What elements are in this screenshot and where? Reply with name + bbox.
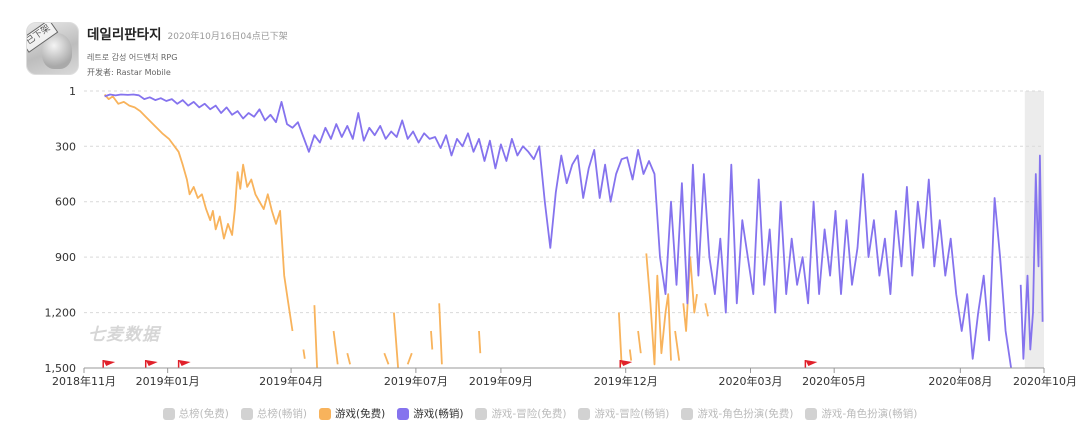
series-line-segment bbox=[104, 93, 1012, 369]
legend-swatch bbox=[397, 407, 410, 420]
chart-grid bbox=[84, 90, 1044, 314]
y-tick-label: 1 bbox=[69, 85, 76, 98]
legend-item-5[interactable]: 游戏-冒险(畅销) bbox=[578, 406, 669, 421]
flag-icon bbox=[103, 360, 116, 366]
flag-icon bbox=[178, 360, 191, 366]
legend-item-6[interactable]: 游戏-角色扮演(免费) bbox=[681, 406, 793, 421]
app-info: 데일리판타지 2020年10月16日04点已下架 레트로 감성 어드벤처 RPG… bbox=[87, 23, 288, 78]
series-line-segment bbox=[302, 349, 306, 359]
legend-swatch bbox=[805, 407, 818, 420]
event-flag-marker[interactable] bbox=[177, 360, 191, 368]
legend-item-2[interactable]: 游戏(免费) bbox=[319, 406, 385, 421]
series-line-segment bbox=[674, 330, 681, 361]
legend-item-3[interactable]: 游戏(畅销) bbox=[397, 406, 463, 421]
legend-label: 游戏(畅销) bbox=[413, 408, 464, 420]
flag-icon bbox=[145, 360, 158, 366]
y-tick-label: 900 bbox=[55, 251, 76, 264]
series-game-grossing bbox=[104, 93, 1044, 369]
x-tick-label: 2020年05月 bbox=[802, 374, 866, 388]
legend-swatch bbox=[578, 407, 591, 420]
legend-swatch bbox=[162, 407, 175, 420]
event-flag-marker[interactable] bbox=[804, 360, 818, 368]
developer-name: Rastar Mobile bbox=[116, 68, 171, 77]
series-line-segment bbox=[682, 256, 698, 332]
series-line-segment bbox=[332, 330, 339, 365]
x-tick-label: 2019年01月 bbox=[136, 374, 200, 388]
legend-item-0[interactable]: 总榜(免费) bbox=[162, 406, 229, 421]
y-tick-label: 300 bbox=[55, 140, 76, 153]
x-tick-label: 2020年03月 bbox=[719, 374, 783, 388]
app-name: 데일리판타지 bbox=[87, 27, 162, 43]
legend-item-7[interactable]: 游戏-角色扮演(畅销) bbox=[805, 406, 917, 421]
legend-swatch bbox=[319, 407, 332, 420]
developer-row: 开发者: Rastar Mobile bbox=[87, 67, 288, 78]
legend-swatch bbox=[681, 407, 694, 420]
y-tick-label: 600 bbox=[55, 196, 76, 209]
developer-label: 开发者: bbox=[87, 68, 114, 77]
x-tick-label: 2019年04月 bbox=[259, 374, 323, 388]
flag-icon bbox=[620, 360, 633, 366]
series-line-segment bbox=[406, 352, 413, 365]
series-line-segment bbox=[393, 312, 399, 369]
legend-label: 游戏-冒险(免费) bbox=[491, 408, 567, 420]
series-line-segment bbox=[438, 303, 443, 365]
series-line-segment bbox=[704, 303, 709, 317]
legend-item-1[interactable]: 总榜(畅销) bbox=[240, 406, 308, 421]
series-line-segment bbox=[103, 93, 294, 332]
event-flag-marker[interactable] bbox=[102, 360, 116, 368]
flag-icon bbox=[805, 360, 818, 366]
legend-swatch bbox=[475, 407, 488, 420]
x-tick-label: 2019年09月 bbox=[469, 374, 533, 388]
series-line-segment bbox=[430, 330, 434, 350]
app-title-row: 데일리판타지 2020年10月16日04点已下架 bbox=[87, 23, 288, 43]
series-line-segment bbox=[645, 253, 672, 366]
event-markers[interactable] bbox=[102, 360, 818, 368]
series-line-segment bbox=[346, 352, 351, 365]
series-line-segment bbox=[383, 352, 390, 365]
event-flag-marker[interactable] bbox=[144, 360, 158, 368]
legend-label: 总榜(畅销) bbox=[256, 408, 308, 420]
legend-label: 游戏-角色扮演(畅销) bbox=[821, 408, 918, 420]
y-tick-label: 1,200 bbox=[45, 307, 77, 320]
legend-item-4[interactable]: 游戏-冒险(免费) bbox=[475, 406, 566, 421]
chart-legend: 总榜(免费) 总榜(畅销) 游戏(免费) 游戏(畅销) 游戏-冒险(免费) 游戏-冒险(畅… bbox=[0, 406, 1080, 421]
series-line-segment bbox=[637, 330, 642, 354]
series-line-segment bbox=[628, 349, 633, 361]
legend-label: 总榜(免费) bbox=[178, 408, 229, 420]
legend-swatch bbox=[240, 407, 253, 420]
x-tick-label: 2020年08月 bbox=[928, 374, 992, 388]
series-line-segment bbox=[478, 330, 482, 354]
y-tick-label: 1,500 bbox=[45, 362, 77, 375]
event-flag-marker[interactable] bbox=[619, 360, 633, 368]
legend-label: 游戏(免费) bbox=[335, 408, 386, 420]
series-line-segment bbox=[618, 312, 623, 365]
delist-note: 2020年10月16日04点已下架 bbox=[167, 32, 288, 42]
x-tick-label: 2019年12月 bbox=[594, 374, 658, 388]
series-game-free bbox=[103, 93, 709, 369]
watermark-text: 七麦数据 bbox=[88, 325, 162, 345]
series-line-segment bbox=[1019, 154, 1044, 360]
legend-label: 游戏-冒险(畅销) bbox=[594, 408, 670, 420]
legend-label: 游戏-角色扮演(免费) bbox=[697, 408, 794, 420]
x-tick-label: 2019年07月 bbox=[384, 374, 448, 388]
x-tick-label: 2020年10月 bbox=[1013, 374, 1077, 388]
series-line-segment bbox=[313, 305, 318, 369]
app-icon: 已下架 bbox=[26, 22, 79, 75]
x-tick-label: 2018年11月 bbox=[52, 374, 116, 388]
app-subtitle: 레트로 감성 어드벤처 RPG bbox=[87, 53, 178, 62]
chart-series bbox=[103, 93, 1044, 369]
